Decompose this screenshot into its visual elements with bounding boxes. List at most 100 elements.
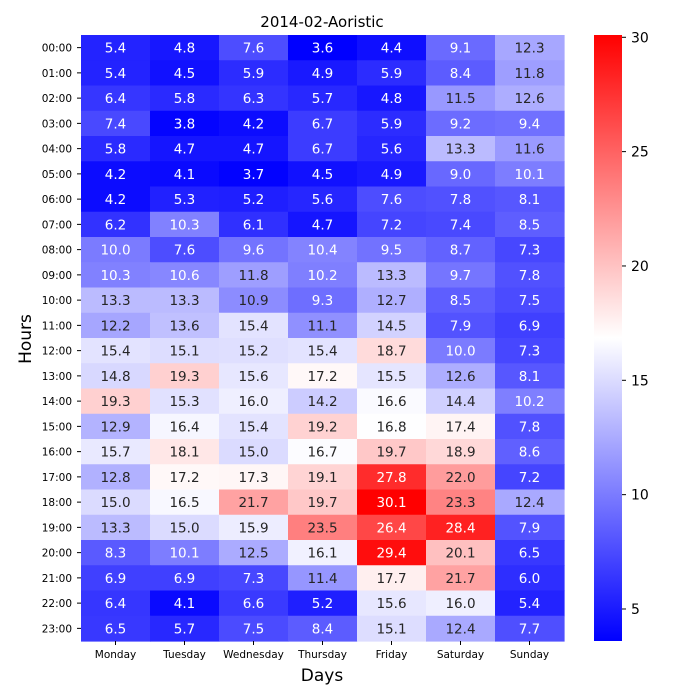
heatmap-cell xyxy=(219,514,289,541)
heatmap-cell xyxy=(495,540,565,566)
heatmap-cell xyxy=(357,85,427,112)
cell-value-label: 6.1 xyxy=(243,217,264,233)
heatmap-cell xyxy=(81,186,151,213)
heatmap-cell xyxy=(357,161,427,188)
heatmap-cell xyxy=(357,35,427,61)
cell-value-label: 4.7 xyxy=(243,142,264,158)
heatmap-cell xyxy=(219,439,289,465)
heatmap-cell xyxy=(150,186,220,213)
heatmap-cell xyxy=(357,211,427,238)
heatmap-cell xyxy=(288,110,358,137)
heatmap-cell xyxy=(81,489,151,516)
cell-value-label: 19.7 xyxy=(307,495,337,511)
heatmap-cell xyxy=(288,161,358,188)
heatmap-cell xyxy=(150,35,220,61)
cell-value-label: 16.1 xyxy=(307,546,337,562)
heatmap-cell xyxy=(495,211,565,238)
cell-value-label: 7.8 xyxy=(519,268,540,284)
cell-value-label: 14.4 xyxy=(445,394,475,410)
cell-value-label: 6.7 xyxy=(312,142,333,158)
cell-value-label: 4.1 xyxy=(174,596,195,612)
heatmap-cell xyxy=(81,136,151,162)
colorbar-tick-label: 15 xyxy=(631,373,649,389)
cell-value-label: 17.3 xyxy=(238,470,268,486)
colorbar-gradient xyxy=(594,35,622,641)
heatmap-cell xyxy=(81,85,151,112)
heatmap-cell xyxy=(150,615,220,642)
heatmap-cell xyxy=(81,237,151,263)
heatmap-cell xyxy=(288,464,358,491)
heatmap-cell xyxy=(288,262,358,289)
heatmap-cell xyxy=(426,489,496,516)
cell-value-label: 6.3 xyxy=(243,91,264,107)
cell-value-label: 7.3 xyxy=(519,344,540,360)
heatmap-cell xyxy=(81,590,151,617)
cell-value-label: 10.1 xyxy=(169,546,199,562)
cell-value-label: 5.4 xyxy=(105,66,126,82)
cell-value-label: 5.6 xyxy=(381,142,402,158)
heatmap-cell xyxy=(219,590,289,617)
heatmap-cell xyxy=(150,388,220,415)
cell-value-label: 19.3 xyxy=(169,369,199,385)
y-tick-label: 13:00 xyxy=(42,371,72,383)
cell-value-label: 23.5 xyxy=(307,520,337,536)
heatmap-cell xyxy=(81,565,151,592)
cell-value-label: 6.6 xyxy=(243,596,264,612)
cell-value-label: 22.0 xyxy=(445,470,475,486)
heatmap-cell xyxy=(219,338,289,364)
heatmap-cell xyxy=(357,615,427,642)
heatmap-cell xyxy=(357,312,427,339)
heatmap-cell xyxy=(150,590,220,617)
heatmap-cell xyxy=(219,615,289,642)
heatmap-cell xyxy=(426,338,496,364)
cell-value-label: 13.3 xyxy=(100,520,130,536)
cell-value-label: 7.2 xyxy=(381,217,402,233)
cell-value-label: 16.7 xyxy=(307,445,337,461)
y-tick-label: 19:00 xyxy=(42,522,72,534)
heatmap-cell xyxy=(81,363,151,390)
heatmap-cell xyxy=(495,615,565,642)
heatmap-cell xyxy=(81,161,151,188)
cell-value-label: 4.5 xyxy=(174,66,195,82)
cell-value-label: 11.1 xyxy=(307,318,337,334)
heatmap-cell xyxy=(495,262,565,289)
cell-value-label: 3.7 xyxy=(243,167,264,183)
heatmap-cell xyxy=(150,565,220,592)
heatmap-cell xyxy=(150,110,220,137)
y-axis-label: Hours xyxy=(16,314,36,364)
heatmap-cell xyxy=(357,489,427,516)
y-tick-label: 18:00 xyxy=(42,497,72,509)
cell-value-label: 16.6 xyxy=(376,394,406,410)
heatmap-cell xyxy=(426,85,496,112)
cell-value-label: 7.7 xyxy=(519,621,540,637)
cell-value-label: 4.8 xyxy=(381,91,402,107)
heatmap-cell xyxy=(150,211,220,238)
cell-value-label: 10.3 xyxy=(169,217,199,233)
cell-value-label: 14.5 xyxy=(376,318,406,334)
heatmap-cell xyxy=(288,186,358,213)
heatmap-cell xyxy=(426,110,496,137)
x-tick-label: Wednesday xyxy=(223,649,284,661)
cell-value-label: 4.2 xyxy=(105,167,126,183)
cell-value-label: 27.8 xyxy=(376,470,406,486)
cell-value-label: 12.4 xyxy=(445,621,475,637)
y-tick-label: 06:00 xyxy=(42,194,72,206)
colorbar-tick-label: 5 xyxy=(631,602,640,618)
cell-value-label: 6.4 xyxy=(105,596,126,612)
heatmap-cell xyxy=(219,161,289,188)
cell-value-label: 8.5 xyxy=(519,217,540,233)
cell-value-label: 9.0 xyxy=(450,167,471,183)
heatmap-cell xyxy=(81,211,151,238)
cell-value-label: 18.7 xyxy=(376,344,406,360)
heatmap-cell xyxy=(495,35,565,61)
y-tick-label: 21:00 xyxy=(42,573,72,585)
y-tick-label: 12:00 xyxy=(42,346,72,358)
heatmap-cell xyxy=(426,540,496,566)
heatmap-cell xyxy=(288,85,358,112)
cell-value-label: 12.7 xyxy=(376,293,406,309)
cell-value-label: 13.3 xyxy=(100,293,130,309)
cell-value-label: 10.1 xyxy=(514,167,544,183)
heatmap-cell xyxy=(357,514,427,541)
heatmap-cell xyxy=(150,287,220,314)
y-tick-label: 17:00 xyxy=(42,472,72,484)
